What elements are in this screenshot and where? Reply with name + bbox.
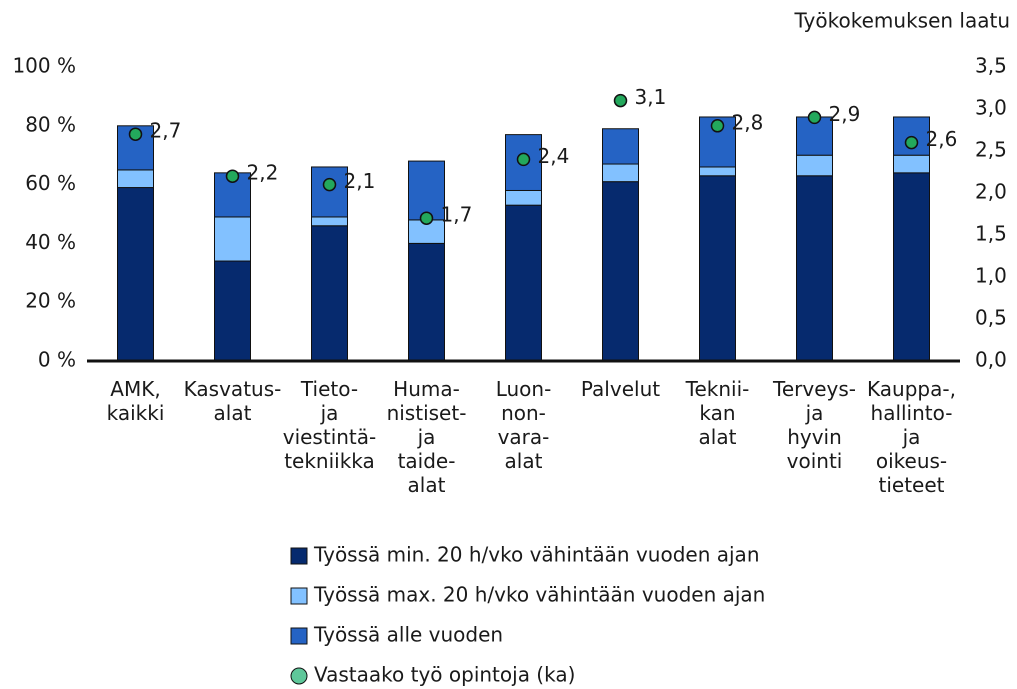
legend-label: Työssä max. 20 h/vko vähintään vuoden aj… <box>313 583 765 607</box>
dot-label: 2,6 <box>926 127 958 151</box>
y2-tick-label: 3,5 <box>975 54 1007 78</box>
dot-label: 2,4 <box>538 144 570 168</box>
dot <box>613 93 628 108</box>
x-tick-label: Kauppa-, hallinto-ja oikeus-tieteet <box>867 377 956 497</box>
legend-swatch <box>290 667 308 685</box>
bar-segment <box>214 260 251 362</box>
dot-label: 1,7 <box>441 203 473 227</box>
y-tick-label: 0 % <box>38 348 76 372</box>
dot-label: 2,1 <box>344 169 376 193</box>
x-tick-label: Terveys-ja hyvin vointi <box>772 377 856 473</box>
x-tick-label: Huma-nistiset-ja taide-alat <box>387 377 467 497</box>
legend-swatch <box>290 547 308 565</box>
bar-segment <box>505 204 542 362</box>
y-tick-label: 20 % <box>25 289 76 313</box>
bar-segment <box>505 189 542 206</box>
legend-label: Työssä min. 20 h/vko vähintään vuoden aj… <box>313 543 760 567</box>
dot <box>128 127 143 141</box>
dot-label: 2,9 <box>829 102 861 126</box>
dot-label: 2,8 <box>732 110 764 134</box>
y2-tick-label: 1,5 <box>975 222 1007 246</box>
bar-segment <box>699 166 736 177</box>
dot <box>322 177 337 192</box>
bar-segment <box>893 154 930 174</box>
legend-swatch <box>290 627 308 645</box>
bar-segment <box>602 128 639 165</box>
legend-swatch <box>290 587 308 605</box>
bar-segment <box>311 216 348 227</box>
y2-tick-label: 1,0 <box>975 264 1007 288</box>
bar-segment <box>699 116 736 168</box>
legend-label: Vastaako työ opintoja (ka) <box>314 663 575 687</box>
bar-segment <box>602 181 639 362</box>
bar-segment <box>311 166 348 218</box>
dot-label: 3,1 <box>635 85 667 109</box>
x-tick-label: Teknii-kan alat <box>685 377 750 449</box>
x-tick-label: Palvelut <box>581 377 660 401</box>
bar-segment <box>311 225 348 362</box>
y2-tick-label: 3,0 <box>975 96 1007 120</box>
bar-segment <box>602 163 639 183</box>
y2-tick-label: 0,0 <box>975 348 1007 372</box>
y-tick-label: 40 % <box>25 230 76 254</box>
y-tick-label: 80 % <box>25 112 76 136</box>
bar-segment <box>117 169 154 189</box>
dot-label: 2,7 <box>150 119 182 143</box>
dot <box>516 152 531 167</box>
legend-label: Työssä alle vuoden <box>313 623 503 647</box>
dot <box>419 211 434 225</box>
y2-tick-label: 0,5 <box>975 306 1007 330</box>
x-tick-label: Tieto-ja viestintä-tekniikka <box>283 377 377 473</box>
bar-segment <box>117 187 154 362</box>
y-tick-label: 100 % <box>12 54 76 78</box>
dot-label: 2,2 <box>247 161 279 185</box>
y2-tick-label: 2,0 <box>975 180 1007 204</box>
dot <box>225 169 240 183</box>
y2-axis-title: Työkokemuksen laatu <box>793 9 1010 33</box>
y2-tick-label: 2,5 <box>975 138 1007 162</box>
dot <box>904 135 919 150</box>
x-tick-label: Luon-non-vara-alat <box>496 377 552 473</box>
bar-segment <box>893 172 930 362</box>
dot <box>710 119 725 133</box>
x-tick-label: Kasvatus-alat <box>184 377 282 425</box>
bar-segment <box>408 242 445 362</box>
bar-segment <box>796 175 833 362</box>
dot <box>807 110 822 125</box>
bar-segment <box>408 160 445 221</box>
bar-segment <box>699 175 736 362</box>
x-tick-label: AMK, kaikki <box>107 377 165 425</box>
bar-segment <box>796 154 833 177</box>
bar-segment <box>214 216 251 262</box>
y-tick-label: 60 % <box>25 171 76 195</box>
